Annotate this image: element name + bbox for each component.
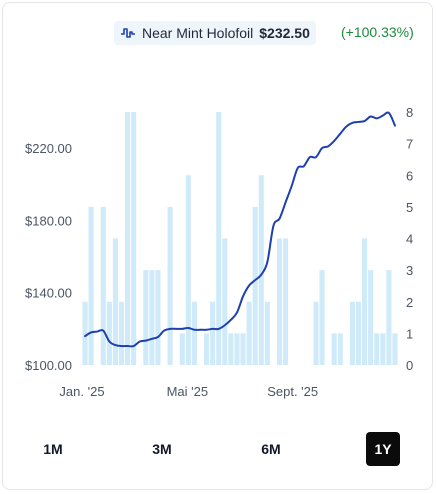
volume-bar <box>264 301 270 365</box>
volume-bar <box>234 333 240 366</box>
volume-bar <box>112 238 118 365</box>
volume-bar <box>125 112 131 365</box>
volume-bars <box>82 112 398 366</box>
volume-bar <box>368 270 374 366</box>
y-right-tick-label: 7 <box>406 137 413 152</box>
range-button-1m[interactable]: 1M <box>43 441 63 457</box>
volume-bar <box>380 333 386 366</box>
volume-bar <box>276 238 283 365</box>
price-line-layer <box>84 111 396 348</box>
y-axis-left: $100.00 $140.00 $180.00 $220.00 <box>25 141 72 373</box>
price-change: (+100.33%) <box>341 24 414 40</box>
price-line <box>84 111 396 348</box>
y-right-tick-label: 2 <box>406 295 413 310</box>
y-axis-right: 0 1 2 3 4 5 6 7 8 <box>406 105 413 373</box>
range-button-3m[interactable]: 3M <box>152 441 172 457</box>
volume-bar <box>313 301 319 365</box>
volume-bar <box>246 301 252 365</box>
volume-bar <box>143 270 149 366</box>
x-tick-label: Jan. '25 <box>59 384 104 399</box>
volume-bar <box>258 175 264 365</box>
volume-bar <box>155 270 161 366</box>
volume-bar <box>222 238 228 365</box>
x-tick-label: Mai '25 <box>167 384 209 399</box>
volume-bar <box>337 333 343 366</box>
y-left-tick-label: $220.00 <box>25 141 72 156</box>
volume-bar <box>355 301 362 365</box>
x-tick-label: Sept. '25 <box>267 384 318 399</box>
range-button-1y[interactable]: 1Y <box>366 432 400 466</box>
volume-bar <box>167 206 173 366</box>
legend-price: $232.50 <box>259 25 310 41</box>
volume-bar <box>106 301 112 365</box>
volume-bar <box>179 333 185 366</box>
trend-line-icon <box>121 28 135 38</box>
volume-bar <box>88 206 94 366</box>
volume-bar <box>82 301 88 365</box>
volume-bar <box>240 333 246 366</box>
y-left-tick-label: $180.00 <box>25 213 72 228</box>
price-chart: $100.00 $140.00 $180.00 $220.00 0 1 2 3 4 5 6 7 8 J… <box>25 105 413 399</box>
volume-bar <box>319 270 325 366</box>
range-button-6m[interactable]: 6M <box>261 441 281 457</box>
volume-bar <box>210 301 216 365</box>
volume-bar <box>386 270 392 366</box>
volume-bar <box>100 206 106 366</box>
volume-bar <box>374 333 380 366</box>
volume-bar <box>185 175 191 365</box>
volume-bar <box>331 333 337 366</box>
volume-bar <box>228 333 234 366</box>
volume-bar <box>149 270 155 366</box>
legend-series-name: Near Mint Holofoil <box>142 25 254 41</box>
y-left-tick-label: $100.00 <box>25 358 72 373</box>
y-right-tick-label: 6 <box>406 168 413 183</box>
y-left-tick-label: $140.00 <box>25 286 72 301</box>
range-selector: 1M 3M 6M 1Y <box>0 432 437 468</box>
volume-bar <box>252 206 258 366</box>
volume-bar <box>131 112 137 365</box>
x-axis: Jan. '25 Mai '25 Sept. '25 <box>59 384 318 399</box>
y-right-tick-label: 0 <box>406 358 413 373</box>
volume-bar <box>216 112 222 365</box>
volume-bar <box>349 301 355 365</box>
y-right-tick-label: 3 <box>406 263 413 278</box>
volume-bar <box>362 238 368 365</box>
volume-bar <box>118 301 125 365</box>
y-right-tick-label: 8 <box>406 105 413 120</box>
chart-legend: Near Mint Holofoil $232.50 <box>114 21 316 45</box>
volume-bar <box>283 238 289 365</box>
y-right-tick-label: 1 <box>406 326 413 341</box>
volume-bar <box>204 333 210 366</box>
volume-bar <box>392 333 398 366</box>
y-right-tick-label: 4 <box>406 232 413 247</box>
volume-bar <box>191 301 197 365</box>
y-right-tick-label: 5 <box>406 200 413 215</box>
